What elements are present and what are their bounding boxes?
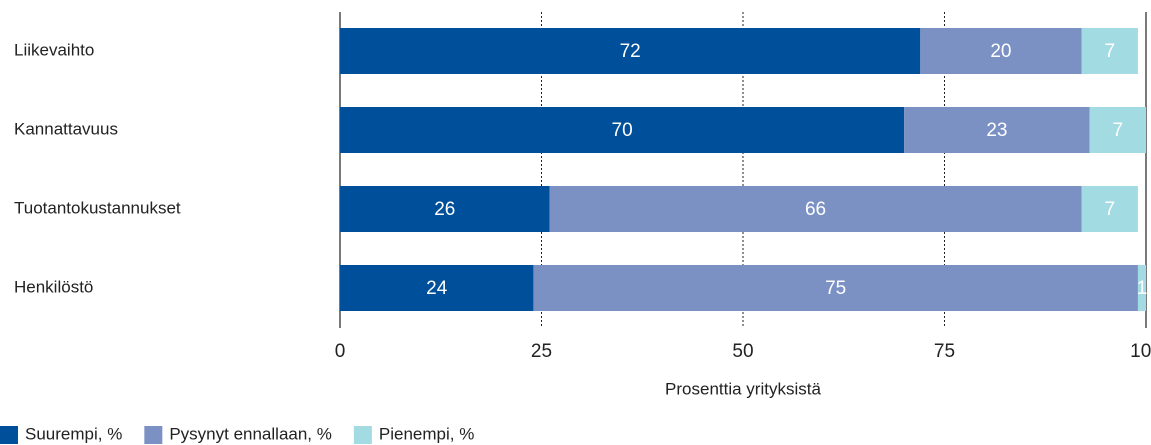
value-label: 23 [986,120,1007,141]
value-label: 66 [805,199,826,220]
x-tick-label: 75 [934,341,955,362]
bar-segment [340,265,534,311]
y-tick-label: Kannattavuus [14,119,118,138]
legend-label: Pienempi, % [379,424,474,443]
x-tick-label: 50 [732,341,753,362]
bar-segment [340,107,905,153]
y-tick-label: Tuotantokustannukset [14,198,181,217]
bar-segment [340,186,550,232]
value-label: 72 [620,41,641,62]
legend-swatch [144,426,163,444]
value-label: 75 [825,278,846,299]
value-label: 7 [1104,41,1115,62]
bar-segment [549,186,1082,232]
value-label: 70 [612,120,633,141]
legend-swatch [0,426,18,444]
x-tick-label: 0 [335,341,346,362]
x-axis-title: Prosenttia yrityksistä [665,379,821,398]
value-label: 26 [434,199,455,220]
value-label: 1 [1137,278,1148,299]
bar-segment [920,28,1082,74]
bar-segment [904,107,1090,153]
bar-segment [533,265,1138,311]
bar-segment [1081,186,1138,232]
value-label: 24 [426,278,448,299]
value-label: 20 [990,41,1011,62]
legend-swatch [353,426,372,444]
y-tick-label: Henkilöstö [14,277,93,296]
bar-segment [1089,107,1146,153]
legend-label: Pysynyt ennallaan, % [169,424,332,443]
x-tick-label: 25 [531,341,552,362]
bar-segment [340,28,921,74]
bar-segment [1081,28,1138,74]
y-tick-label: Liikevaihto [14,40,94,59]
value-label: 7 [1104,199,1115,220]
legend-label: Suurempi, % [25,424,122,443]
x-tick-label: 100 [1130,341,1151,362]
value-label: 7 [1113,120,1124,141]
bar-segment [1137,265,1146,311]
